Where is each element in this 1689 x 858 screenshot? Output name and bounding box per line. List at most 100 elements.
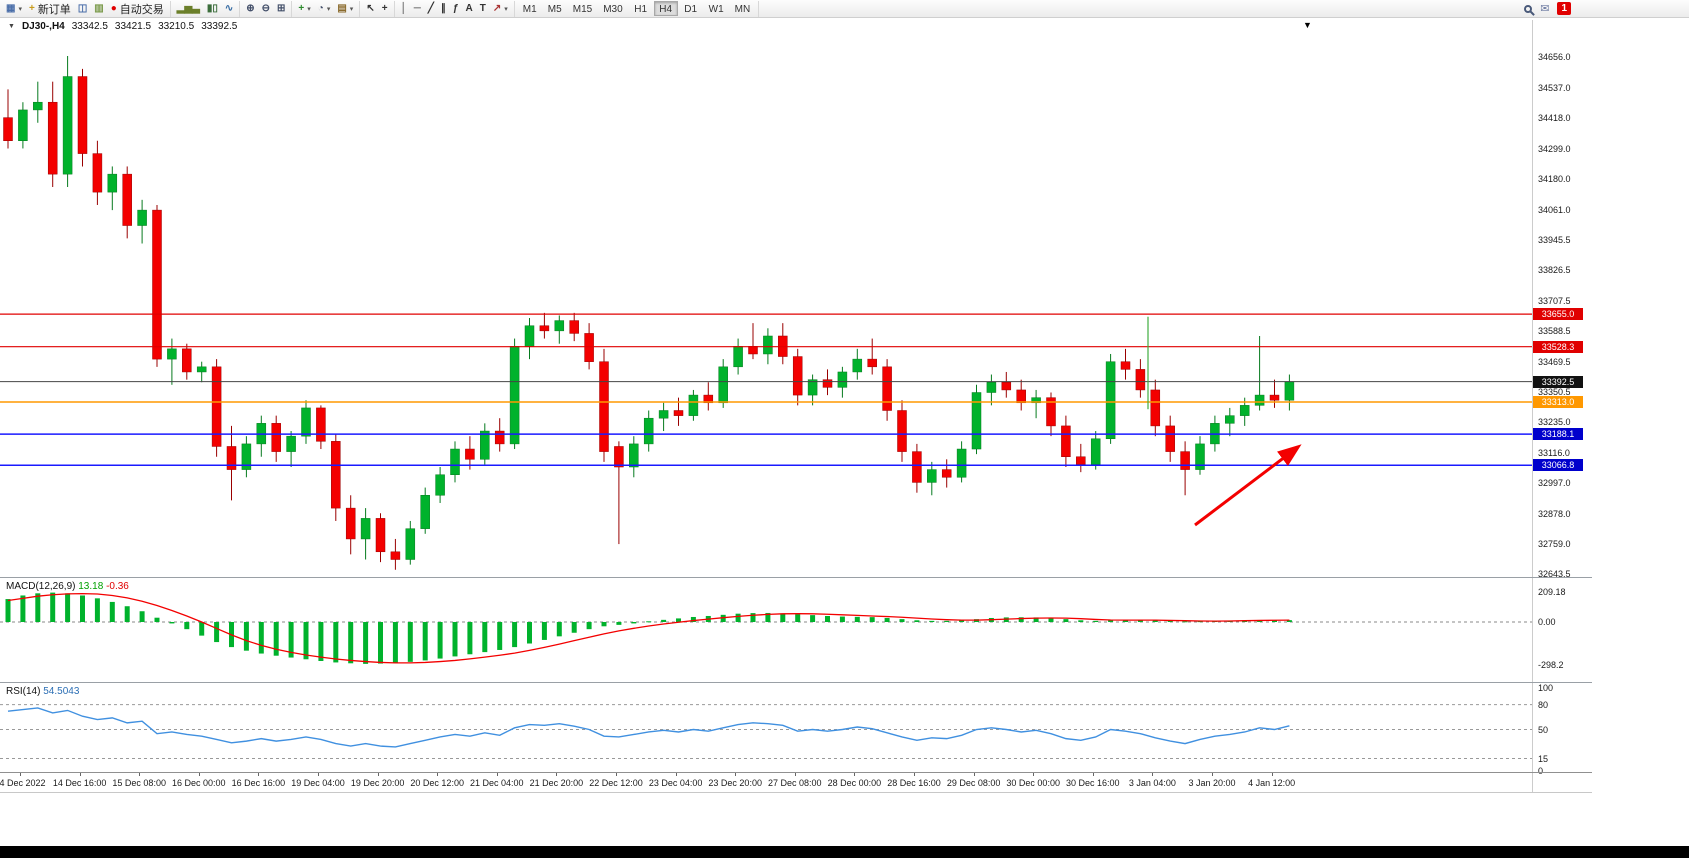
time-axis-tick (318, 773, 319, 776)
timeframe-m5-button[interactable]: M5 (547, 4, 562, 15)
time-axis-label: 21 Dec 04:00 (470, 778, 524, 788)
time-axis-label: 22 Dec 12:00 (589, 778, 643, 788)
chart-close-value: 33392.5 (201, 21, 238, 32)
new-chart-icon: ▦ (6, 2, 16, 14)
timeframe-m1-button[interactable]: M1 (522, 4, 537, 15)
tile-windows-button[interactable]: ⊞ (274, 1, 288, 16)
time-axis-tick (1152, 773, 1154, 776)
time-axis-tick (616, 773, 617, 776)
timeframe-m15-button[interactable]: M15 (572, 4, 593, 15)
crosshair-icon: + (381, 2, 388, 14)
cursor-icon: ↖ (366, 2, 375, 14)
cursor-button[interactable]: ↖ (363, 1, 377, 16)
equidistant-channel-button[interactable]: ∥ (438, 1, 449, 16)
trendline-button[interactable]: ╱ (425, 1, 437, 16)
horizontal-line-button[interactable]: ─ (411, 1, 424, 16)
price-axis-label: 34537.0 (1538, 82, 1571, 93)
price-axis-label: 32759.0 (1538, 539, 1571, 550)
search-icon[interactable] (1524, 4, 1533, 13)
one-click-trading-toggle-icon[interactable]: ▼ (8, 23, 15, 30)
pane-separator[interactable] (0, 577, 1592, 578)
pane-separator[interactable] (0, 682, 1592, 683)
caret-down-icon: ▾ (307, 5, 311, 13)
notification-badge[interactable]: 1 (1557, 2, 1571, 15)
profiles-button[interactable]: ◫ (75, 1, 90, 16)
candlestick-chart-icon: ▮▯ (206, 2, 218, 14)
time-axis-tick (1033, 773, 1035, 776)
text-button[interactable]: A (462, 1, 475, 16)
macd-axis-label: 209.18 (1538, 587, 1566, 597)
new-order-button[interactable]: + 新订单 (26, 1, 74, 16)
timeframe-h1-button[interactable]: H1 (634, 4, 648, 15)
price-axis-label: 33826.5 (1538, 265, 1571, 276)
time-axis-tick (496, 773, 498, 776)
price-chart[interactable] (0, 20, 1532, 577)
new-chart-button[interactable]: ▦ ▾ (3, 1, 25, 16)
time-axis-label: 15 Dec 08:00 (112, 778, 166, 788)
time-axis-label: 28 Dec 00:00 (827, 778, 882, 788)
fibonacci-button[interactable]: ƒ (450, 1, 462, 16)
chart-low-value: 33210.5 (158, 21, 195, 32)
macd-signal-value: -0.36 (106, 581, 129, 592)
timeframe-d1-button[interactable]: D1 (684, 4, 698, 15)
price-axis-label: 33707.5 (1538, 295, 1571, 306)
time-axis-label: 16 Dec 00:00 (172, 778, 226, 788)
rsi-axis-label: 0 (1538, 766, 1544, 776)
templates-button[interactable]: ▤ ▾ (334, 1, 356, 16)
scroll-position-marker-icon[interactable]: ▼ (1303, 20, 1312, 30)
price-axis-border (1532, 20, 1533, 792)
time-axis-label: 14 Dec 16:00 (52, 778, 107, 788)
vertical-line-button[interactable]: │ (398, 1, 410, 16)
line-chart-button[interactable]: ∿ (222, 1, 236, 16)
indicators-button[interactable]: + ▾ (295, 1, 313, 16)
zoom-in-button[interactable]: ⊕ (243, 1, 257, 16)
messages-icon[interactable]: ✉ (1540, 3, 1550, 15)
auto-trading-icon: ● (110, 2, 117, 14)
zoom-out-button[interactable]: ⊖ (259, 1, 273, 16)
bar-chart-button[interactable]: ▂▅▃ (174, 1, 203, 16)
macd-chart[interactable] (0, 578, 1532, 682)
rsi-name: RSI(14) (6, 686, 41, 697)
time-axis[interactable]: 14 Dec 2022 14 Dec 16:00 15 Dec 08:00 16 De… (0, 772, 1592, 792)
price-tag: 33313.0 (1533, 396, 1583, 409)
rsi-axis-label: 80 (1538, 699, 1549, 710)
price-axis[interactable]: 34656.0 34537.0 34418.0 34299.0 34180.0 34061… (1532, 20, 1602, 776)
zoom-out-icon: ⊖ (261, 2, 271, 14)
price-axis-label: 32997.0 (1538, 478, 1571, 489)
auto-trading-button[interactable]: ● 自动交易 (108, 1, 167, 16)
caret-down-icon: ▾ (326, 5, 331, 13)
timeframe-mn-button[interactable]: MN (734, 4, 751, 15)
bar-chart-icon: ▂▅▃ (176, 2, 200, 14)
periods-button[interactable]: ◔ ▾ (315, 1, 334, 16)
candlestick-chart-button[interactable]: ▮▯ (204, 1, 221, 16)
price-axis-label: 33116.0 (1538, 447, 1570, 458)
chart-symbol-period: DJ30-,H4 (21, 21, 65, 32)
taskbar[interactable] (0, 846, 1689, 858)
macd-axis-label: -298.2 (1538, 659, 1564, 670)
time-axis-tick (377, 773, 379, 776)
rsi-chart[interactable] (0, 683, 1532, 772)
text-label-button[interactable]: T (477, 1, 489, 16)
timeframe-m30-button[interactable]: M30 (603, 4, 623, 15)
indicators-icon: + (298, 2, 305, 14)
price-axis-label: 33588.5 (1538, 326, 1571, 337)
price-axis-label: 34656.0 (1538, 52, 1571, 62)
profiles-icon: ◫ (77, 2, 88, 14)
new-order-icon: + (28, 2, 35, 14)
crosshair-button[interactable]: + (379, 1, 391, 16)
arrows-button[interactable]: ↗ ▾ (490, 1, 511, 16)
price-axis-label: 33945.5 (1538, 234, 1571, 245)
price-axis-label: 34061.0 (1538, 204, 1571, 215)
toolbar-right: ✉ 1 (1524, 2, 1689, 15)
time-axis-label: 23 Dec 04:00 (648, 778, 703, 788)
new-order-label: 新订单 (37, 3, 71, 16)
chart-ohlc-header: ▼ DJ30-,H4 33342.5 33421.5 33210.5 33392… (8, 21, 237, 32)
price-axis-label: 33235.0 (1538, 417, 1571, 428)
timeframe-w1-button[interactable]: W1 (708, 4, 724, 15)
data-window-button[interactable]: ▥ (91, 1, 106, 16)
time-axis-label: 29 Dec 08:00 (946, 778, 1001, 788)
time-axis-tick (794, 773, 796, 776)
timeframe-h4-button[interactable]: H4 (653, 1, 678, 16)
tile-windows-icon: ⊞ (277, 2, 286, 14)
